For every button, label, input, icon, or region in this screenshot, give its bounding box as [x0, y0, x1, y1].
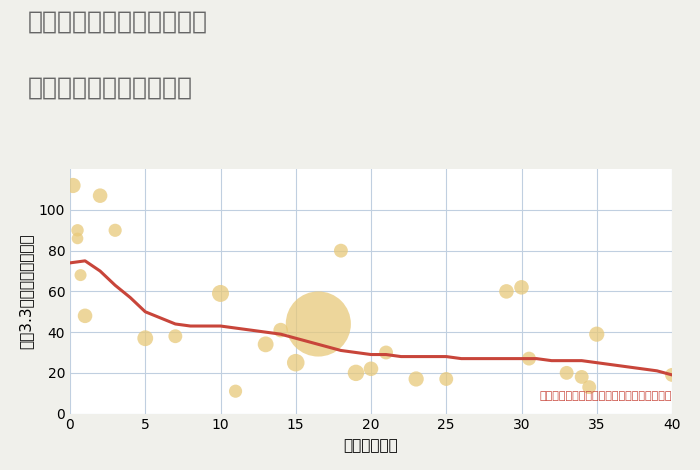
- Point: [79, 312, 91, 320]
- Point: [75, 271, 86, 279]
- Point: [215, 290, 226, 297]
- Point: [313, 320, 324, 328]
- Point: [591, 330, 602, 338]
- Point: [139, 335, 151, 342]
- Point: [561, 369, 573, 376]
- Y-axis label: 坪（3.3㎡）単価（万円）: 坪（3.3㎡）単価（万円）: [18, 234, 33, 349]
- Point: [170, 332, 181, 340]
- Point: [666, 371, 678, 379]
- Text: 築年数別中古戸建て価格: 築年数別中古戸建て価格: [28, 75, 193, 99]
- Point: [381, 349, 392, 356]
- Point: [576, 373, 587, 381]
- Point: [335, 247, 346, 254]
- Point: [365, 365, 377, 373]
- Point: [584, 384, 595, 391]
- Point: [72, 227, 83, 234]
- Point: [275, 326, 286, 334]
- Point: [516, 283, 527, 291]
- X-axis label: 築年数（年）: 築年数（年）: [344, 438, 398, 453]
- Point: [260, 341, 271, 348]
- Point: [67, 182, 78, 189]
- Point: [524, 355, 535, 362]
- Point: [441, 375, 452, 383]
- Point: [109, 227, 121, 234]
- Point: [230, 387, 241, 395]
- Point: [501, 288, 512, 295]
- Point: [350, 369, 361, 376]
- Point: [72, 235, 83, 242]
- Point: [410, 375, 421, 383]
- Point: [94, 192, 106, 199]
- Text: 円の大きさは、取引のあった物件面積を示す: 円の大きさは、取引のあった物件面積を示す: [540, 392, 672, 401]
- Text: 三重県津市久居藤ヶ丘町の: 三重県津市久居藤ヶ丘町の: [28, 9, 208, 33]
- Point: [290, 359, 301, 367]
